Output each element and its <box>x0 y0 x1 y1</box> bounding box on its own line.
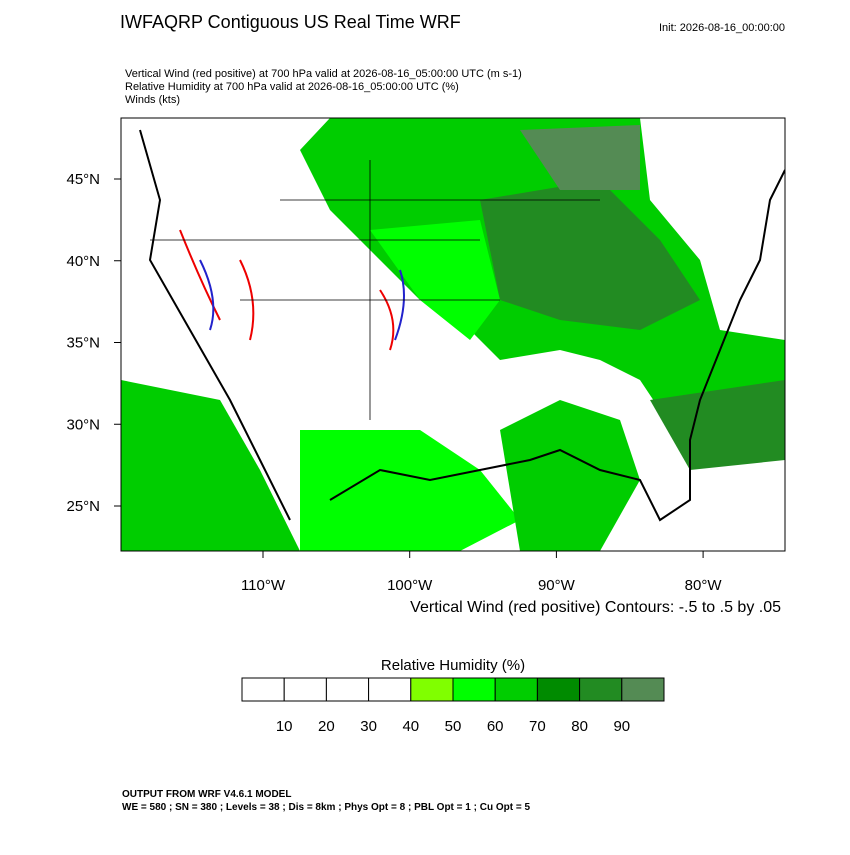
field-label: Winds (kts) <box>125 94 180 106</box>
colorbar-label: 20 <box>318 718 335 735</box>
colorbar-label: 70 <box>529 718 546 735</box>
colorbar-label: 50 <box>445 718 462 735</box>
colorbar-label: 60 <box>487 718 504 735</box>
colorbar-label: 40 <box>402 718 419 735</box>
colorbar-box <box>536 677 581 702</box>
colorbar-box <box>579 677 623 702</box>
colorbar-box <box>241 677 285 702</box>
map <box>120 117 786 552</box>
colorbar-title: Relative Humidity (%) <box>381 657 525 674</box>
colorbar-label: 10 <box>276 718 293 735</box>
colorbar-label: 80 <box>571 718 588 735</box>
contour-note: Vertical Wind (red positive) Contours: -… <box>410 599 781 616</box>
lat-label: 35°N <box>66 335 100 352</box>
lon-label: 110°W <box>241 577 286 594</box>
colorbar-box <box>621 677 665 702</box>
lon-label: 90°W <box>538 577 576 594</box>
colorbar-box <box>410 677 454 702</box>
colorbar: 10 20 30 40 50 60 70 80 90 <box>241 677 665 735</box>
colorbar-box <box>283 677 327 702</box>
lon-axis: 110°W 100°W 90°W 80°W <box>241 551 722 594</box>
init-time: Init: 2026-08-16_00:00:00 <box>659 22 785 34</box>
lon-label: 100°W <box>387 577 433 594</box>
field-label: Relative Humidity at 700 hPa valid at 20… <box>125 81 459 93</box>
lon-label: 80°W <box>685 577 723 594</box>
lat-label: 25°N <box>66 498 100 515</box>
colorbar-label: 30 <box>360 718 377 735</box>
lat-label: 45°N <box>66 171 100 188</box>
colorbar-box <box>452 677 496 702</box>
colorbar-box <box>325 677 370 702</box>
footer: OUTPUT FROM WRF V4.6.1 MODEL <box>122 789 291 800</box>
colorbar-label: 90 <box>613 718 630 735</box>
field-label: Vertical Wind (red positive) at 700 hPa … <box>125 68 522 80</box>
colorbar-box <box>368 677 412 702</box>
title: IWFAQRP Contiguous US Real Time WRF <box>120 12 461 32</box>
lat-label: 40°N <box>66 253 100 270</box>
footer: WE = 580 ; SN = 380 ; Levels = 38 ; Dis … <box>122 802 530 813</box>
lat-axis: 45°N 40°N 35°N 30°N 25°N <box>66 171 121 515</box>
lat-label: 30°N <box>66 416 100 433</box>
colorbar-box <box>494 677 538 702</box>
